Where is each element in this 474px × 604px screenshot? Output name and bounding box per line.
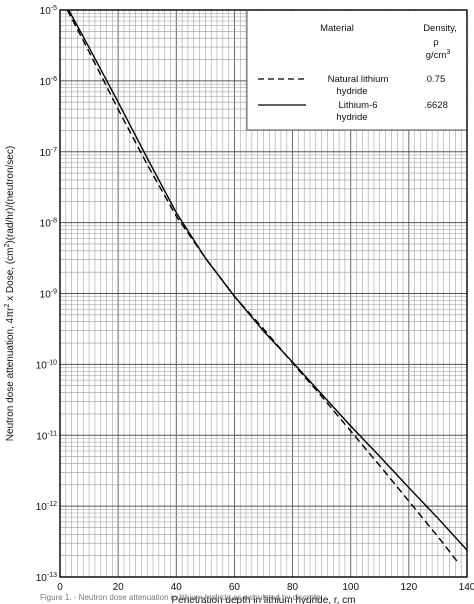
x-tick-label: 100 <box>342 582 359 593</box>
x-tick-label: 40 <box>171 582 183 593</box>
figure-caption: Figure 1. - Neutron dose attenuation in … <box>40 593 321 602</box>
y-tick-label: 10-5 <box>40 5 57 17</box>
legend-label-line2: hydride <box>336 112 367 123</box>
x-tick-label: 0 <box>57 582 63 593</box>
x-tick-label: 80 <box>287 582 299 593</box>
x-tick-label: 120 <box>401 582 418 593</box>
legend-box <box>247 11 466 130</box>
plot-frame <box>59 9 468 578</box>
series-lines <box>66 9 468 564</box>
y-tick-label: 10-12 <box>36 501 57 513</box>
legend-header-rho: ρ <box>433 37 439 48</box>
legend-header-material: Material <box>320 23 354 34</box>
legend-label-line2: hydride <box>336 86 367 97</box>
series-line-dashed <box>66 9 459 564</box>
x-tick-label: 60 <box>229 582 241 593</box>
y-tick-label: 10-9 <box>40 289 57 301</box>
y-tick-label: 10-8 <box>40 218 57 230</box>
legend-header-unit: g/cm3 <box>426 49 451 61</box>
y-tick-label: 10-10 <box>36 359 57 371</box>
y-tick-label: 10-11 <box>36 430 57 442</box>
y-tick-label: 10-7 <box>40 147 57 159</box>
y-tick-label: 10-13 <box>36 572 57 584</box>
x-tick-label: 20 <box>113 582 125 593</box>
x-axis-label: Penetration depth in lithium hydride, r,… <box>172 595 356 604</box>
legend-label: Lithium-6 <box>338 100 377 111</box>
y-axis-label: Neutron dose attenuation, 4πr2 x Dose, (… <box>4 146 16 441</box>
legend-header-density: Density, <box>423 23 457 34</box>
legend-label: Natural lithium <box>328 74 389 85</box>
ticks: 0 20 40 60 80 100 120 140 10-5 10-6 10-7 10-8 10-9 10… <box>36 5 474 593</box>
y-tick-label: 10-6 <box>40 76 57 88</box>
legend-density-value: .6628 <box>424 100 448 111</box>
x-tick-label: 140 <box>459 582 474 593</box>
legend-density-value: 0.75 <box>427 74 446 85</box>
series-line-solid <box>68 9 468 551</box>
